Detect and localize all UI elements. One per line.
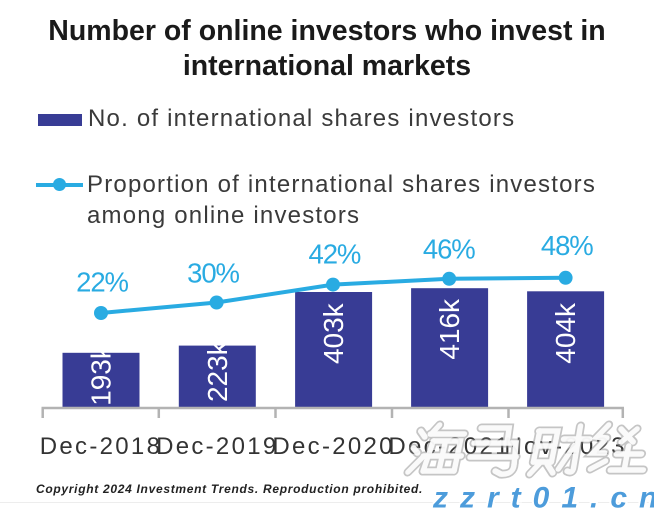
- svg-text:48%: 48%: [541, 230, 593, 261]
- svg-text:416k: 416k: [434, 298, 465, 360]
- svg-text:193k: 193k: [86, 344, 117, 406]
- svg-text:Dec-2018: Dec-2018: [40, 433, 162, 460]
- svg-text:30%: 30%: [187, 258, 239, 289]
- svg-text:223k: 223k: [202, 340, 233, 402]
- svg-text:42%: 42%: [309, 239, 361, 270]
- svg-text:403k: 403k: [318, 302, 349, 364]
- svg-text:zzrt01.cn: zzrt01.cn: [432, 482, 654, 512]
- svg-text:46%: 46%: [423, 233, 475, 264]
- svg-text:Dec-2020: Dec-2020: [272, 433, 394, 460]
- svg-text:22%: 22%: [76, 267, 128, 298]
- svg-text:Dec-2019: Dec-2019: [156, 433, 278, 460]
- svg-text:404k: 404k: [550, 302, 581, 364]
